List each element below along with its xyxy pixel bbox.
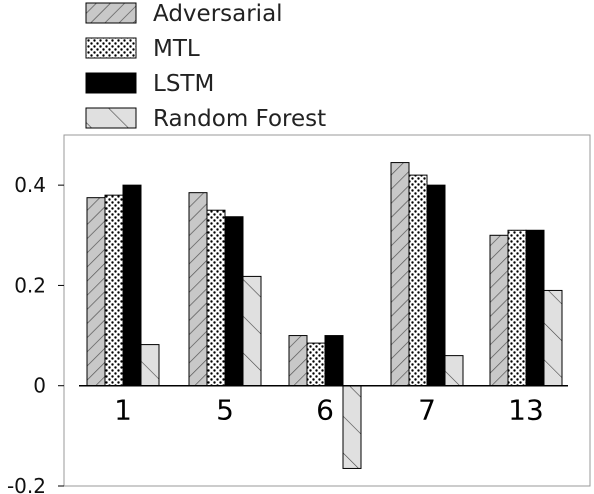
bar-lstm-5 xyxy=(224,216,244,387)
bar-random-forest-6 xyxy=(342,385,362,469)
bar-random-forest-1 xyxy=(140,344,160,387)
legend-swatch-mtl xyxy=(85,37,137,59)
bar-mtl-7 xyxy=(408,174,428,387)
legend-label-mtl: MTL xyxy=(153,36,200,62)
x-tick-label: 13 xyxy=(508,394,544,427)
x-tick-label: 6 xyxy=(316,394,334,427)
legend-label-adversarial: Adversarial xyxy=(153,1,283,27)
bar-lstm-7 xyxy=(426,184,446,387)
y-tick-label: 0.4 xyxy=(14,173,46,197)
bar-adversarial-7 xyxy=(390,162,410,387)
bar-mtl-13 xyxy=(507,229,527,387)
y-tick-label: 0 xyxy=(33,374,46,398)
bar-adversarial-13 xyxy=(489,234,509,387)
bar-lstm-1 xyxy=(122,184,142,387)
legend-swatch-adversarial xyxy=(85,2,137,24)
bar-adversarial-1 xyxy=(86,197,106,387)
bar-adversarial-6 xyxy=(288,335,308,387)
legend-label-lstm: LSTM xyxy=(153,71,214,97)
bar-lstm-6 xyxy=(324,335,344,387)
x-tick-label: 1 xyxy=(114,394,132,427)
legend-swatch-lstm xyxy=(85,72,137,94)
bar-adversarial-5 xyxy=(188,192,208,387)
y-tick-label: 0.2 xyxy=(14,273,46,297)
bar-random-forest-7 xyxy=(444,355,464,387)
y-axis: -0.2 0 0.2 0.4 xyxy=(7,173,64,494)
bars xyxy=(86,162,563,469)
bar-mtl-5 xyxy=(206,209,226,387)
bar-lstm-13 xyxy=(525,229,545,387)
bar-random-forest-5 xyxy=(242,275,262,387)
legend: Adversarial MTL LSTM Random Forest xyxy=(85,1,326,132)
bar-random-forest-13 xyxy=(543,289,563,387)
bar-mtl-6 xyxy=(306,342,326,387)
x-tick-label: 5 xyxy=(216,394,234,427)
y-tick-label: -0.2 xyxy=(7,474,46,494)
x-axis: 1 5 6 7 13 xyxy=(114,394,544,427)
legend-swatch-random-forest xyxy=(85,107,137,129)
legend-label-random-forest: Random Forest xyxy=(153,106,326,132)
x-tick-label: 7 xyxy=(418,394,436,427)
bar-mtl-1 xyxy=(104,194,124,387)
